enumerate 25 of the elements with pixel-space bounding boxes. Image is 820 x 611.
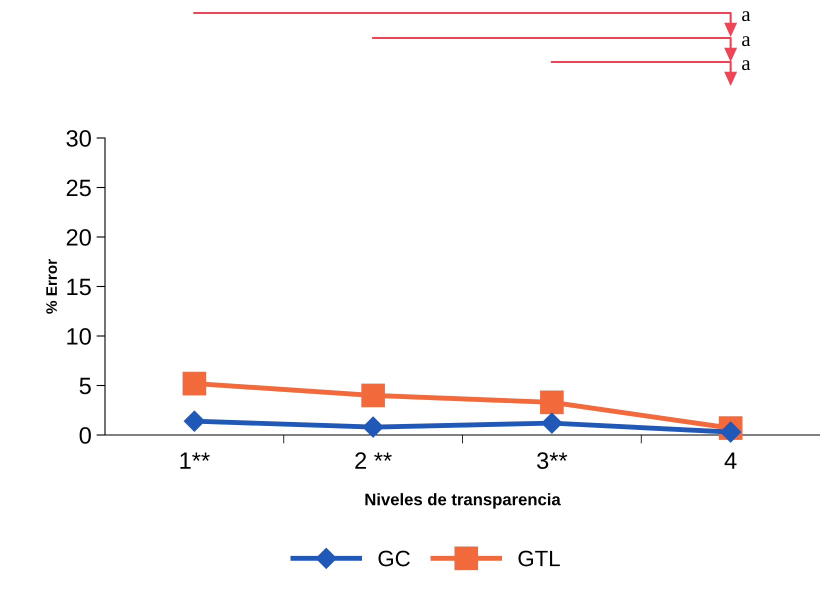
x-tick-label: 3**: [537, 452, 568, 470]
point: [362, 416, 384, 438]
text: a: [742, 36, 750, 46]
y-tick-label: 20: [66, 229, 91, 246]
y-tick-label: 25: [66, 180, 91, 196]
x-tick-label: 1**: [180, 452, 210, 469]
point: [541, 412, 562, 434]
y-tick-label: 0: [80, 427, 91, 444]
y-tick-label: 10: [67, 328, 91, 345]
legend-label: GC: [378, 550, 410, 566]
legend-label: GTL: [518, 550, 560, 566]
x-tick-label: 4: [724, 452, 736, 469]
x-axis-title: Niveles de transparencia: [365, 493, 561, 509]
y-tick-label: 15: [67, 278, 91, 296]
text: a: [742, 11, 750, 22]
y-tick-label: 30: [66, 130, 91, 147]
point: [182, 372, 206, 396]
point: [720, 422, 742, 443]
point: [361, 384, 385, 408]
y-axis-title: % Error: [46, 259, 57, 314]
text: a: [742, 60, 750, 70]
point: [184, 410, 205, 432]
y-tick-label: 5: [80, 378, 91, 394]
point: [540, 390, 564, 414]
x-tick-label: 2 **: [355, 452, 392, 469]
